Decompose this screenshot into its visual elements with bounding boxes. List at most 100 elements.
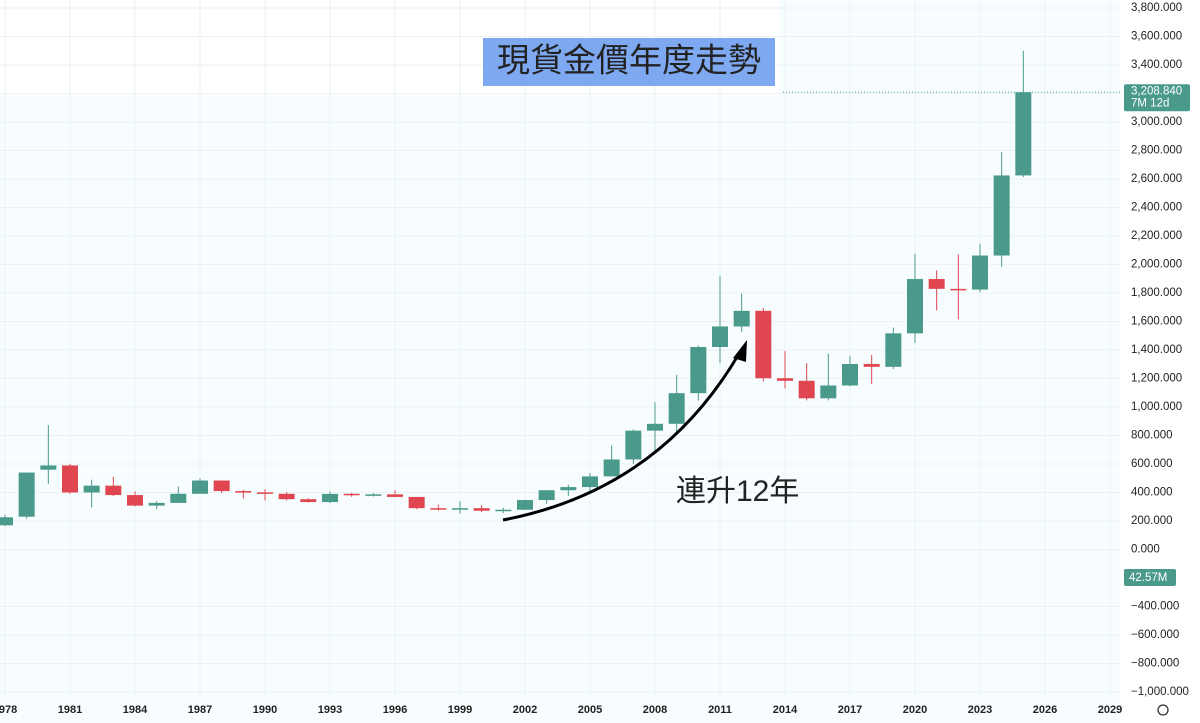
candle-body bbox=[62, 465, 78, 493]
plot-background bbox=[0, 0, 1120, 723]
candle-body bbox=[777, 378, 793, 381]
candle-body bbox=[538, 490, 555, 501]
candle-body bbox=[907, 279, 923, 334]
candle-body bbox=[213, 480, 230, 492]
candle-body bbox=[18, 472, 35, 517]
candle-body bbox=[560, 487, 577, 491]
candle-body bbox=[972, 255, 988, 290]
candle-body bbox=[192, 480, 208, 494]
x-tick-label: 2017 bbox=[838, 704, 862, 716]
candle-body bbox=[842, 363, 858, 386]
x-tick-label: 2002 bbox=[513, 704, 537, 716]
candle-body bbox=[755, 310, 772, 379]
y-tick-label: −800.000 bbox=[1131, 658, 1179, 670]
last-price-box bbox=[1124, 84, 1190, 112]
candle-body bbox=[170, 493, 187, 503]
candle-body bbox=[148, 502, 165, 506]
y-tick-label: 1,000.000 bbox=[1131, 401, 1182, 413]
candle-body bbox=[647, 423, 663, 431]
candle-body bbox=[885, 333, 902, 367]
y-tick-label: 3,600.000 bbox=[1131, 31, 1182, 43]
candle-body bbox=[690, 347, 707, 394]
x-tick-label: 1990 bbox=[253, 704, 277, 716]
last-price-label: 3,208.840 bbox=[1131, 85, 1182, 97]
candle-body bbox=[798, 380, 815, 399]
candle-body bbox=[712, 326, 728, 348]
candle-body bbox=[863, 363, 880, 367]
candle-body bbox=[343, 493, 360, 496]
candle-body bbox=[235, 491, 252, 493]
candle-body bbox=[517, 500, 533, 510]
y-tick-label: 3,400.000 bbox=[1131, 59, 1182, 71]
candle-body bbox=[365, 494, 382, 496]
x-tick-label: 2020 bbox=[903, 704, 927, 716]
y-tick-label: 600.000 bbox=[1131, 458, 1173, 470]
y-tick-label: 3,000.000 bbox=[1131, 116, 1182, 128]
axes: 3,800.0003,600.0003,400.0003,200.0003,00… bbox=[0, 2, 1190, 716]
candle-body bbox=[452, 508, 468, 510]
candle-body bbox=[278, 493, 295, 500]
y-tick-label: 0.000 bbox=[1131, 544, 1160, 556]
y-tick-label: −400.000 bbox=[1131, 601, 1179, 613]
candle-body bbox=[582, 476, 598, 488]
y-tick-label: 2,600.000 bbox=[1131, 173, 1182, 185]
y-tick-label: 800.000 bbox=[1131, 430, 1173, 442]
marks bbox=[0, 50, 1122, 526]
title-box bbox=[483, 38, 775, 86]
x-tick-label: 1981 bbox=[58, 704, 82, 716]
grid bbox=[0, 0, 1120, 698]
candle-body bbox=[40, 465, 57, 470]
candle-body bbox=[430, 508, 447, 510]
candle-body bbox=[820, 385, 837, 399]
candle-body bbox=[603, 459, 620, 477]
chart-title: 現貨金價年度走勢 bbox=[497, 42, 761, 79]
y-tick-label: 1,600.000 bbox=[1131, 316, 1182, 328]
volume-label: 42.57M bbox=[1129, 572, 1167, 584]
y-tick-label: 2,400.000 bbox=[1131, 202, 1182, 214]
y-tick-label: 3,800.000 bbox=[1131, 2, 1182, 14]
y-tick-label: 400.000 bbox=[1131, 487, 1173, 499]
candle-body bbox=[408, 496, 425, 509]
arrow bbox=[502, 351, 742, 522]
y-tick-label: 1,800.000 bbox=[1131, 287, 1182, 299]
volume-box bbox=[1124, 569, 1176, 586]
candle-body bbox=[1015, 92, 1032, 176]
arrow-head bbox=[733, 340, 747, 362]
y-tick-label: 2,000.000 bbox=[1131, 259, 1182, 271]
y-tick-label: 1,200.000 bbox=[1131, 373, 1182, 385]
x-tick-label: 2011 bbox=[708, 704, 732, 716]
x-tick-label: 1999 bbox=[448, 704, 472, 716]
candle-body bbox=[733, 310, 750, 327]
x-tick-label: 1993 bbox=[318, 704, 342, 716]
y-tick-label: −1,000.000 bbox=[1131, 686, 1189, 698]
candle-body bbox=[625, 430, 642, 460]
candle-body bbox=[950, 288, 967, 291]
x-tick-label: 2029 bbox=[1098, 704, 1122, 716]
candle-body bbox=[495, 509, 512, 512]
y-tick-label: 200.000 bbox=[1131, 515, 1173, 527]
x-tick-label: 2008 bbox=[643, 704, 667, 716]
x-tick-label: 1978 bbox=[0, 704, 17, 716]
x-tick-label: 1987 bbox=[188, 704, 212, 716]
candle-body bbox=[257, 492, 273, 494]
candle-body bbox=[387, 494, 403, 497]
x-tick-label: 2026 bbox=[1033, 704, 1057, 716]
candle-body bbox=[928, 279, 945, 289]
y-tick-label: 2,200.000 bbox=[1131, 230, 1182, 242]
annotation: 連升12年 bbox=[676, 475, 799, 508]
candle-body bbox=[322, 493, 338, 503]
candle-body bbox=[668, 393, 685, 424]
candle-body bbox=[127, 495, 143, 506]
y-tick-label: −600.000 bbox=[1131, 629, 1179, 641]
candle-body bbox=[993, 175, 1010, 256]
settings-icon[interactable] bbox=[1157, 704, 1169, 716]
x-tick-label: 2005 bbox=[578, 704, 602, 716]
x-tick-label: 1984 bbox=[123, 704, 148, 716]
candle-body bbox=[473, 508, 490, 511]
candle-body bbox=[105, 485, 122, 496]
candle-body bbox=[83, 485, 100, 493]
countdown-label: 7M 12d bbox=[1131, 97, 1169, 109]
x-tick-label: 2014 bbox=[773, 704, 798, 716]
